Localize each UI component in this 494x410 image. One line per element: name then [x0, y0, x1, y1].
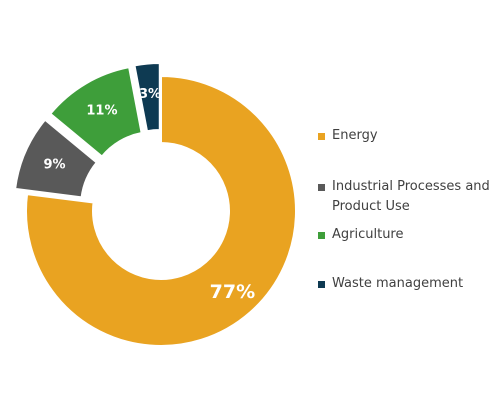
legend-label-agriculture: Agriculture [332, 227, 404, 242]
slice-industrial-processes-and-product-use [14, 118, 99, 199]
slice-label-waste-management: 3% [139, 87, 161, 102]
slice-energy [25, 74, 297, 347]
slice-label-agriculture: 11% [86, 104, 117, 119]
slice-agriculture [48, 66, 143, 158]
slice-label-industrial-processes-and-product-use: 9% [44, 157, 66, 172]
legend-label-energy: Energy [332, 128, 378, 143]
donut-slice-labels: 77% 9% 11% 3% [44, 87, 256, 303]
legend-swatch-energy [318, 133, 325, 140]
legend-label-industrial-processes: Industrial Processes and Product Use [332, 179, 490, 214]
legend-swatch-agriculture [318, 232, 325, 239]
legend-item-waste-management: Waste management [318, 274, 494, 294]
donut-slices [14, 62, 297, 347]
slice-label-energy: 77% [210, 281, 255, 303]
legend-item-agriculture: Agriculture [318, 225, 494, 245]
legend-swatch-industrial-processes [318, 184, 325, 191]
legend-item-energy: Energy [318, 126, 494, 146]
legend-swatch-waste-management [318, 281, 325, 288]
slice-waste-management [133, 62, 161, 133]
legend-item-industrial-processes: Industrial Processes and Product Use [318, 177, 494, 217]
legend-label-waste-management: Waste management [332, 276, 464, 291]
